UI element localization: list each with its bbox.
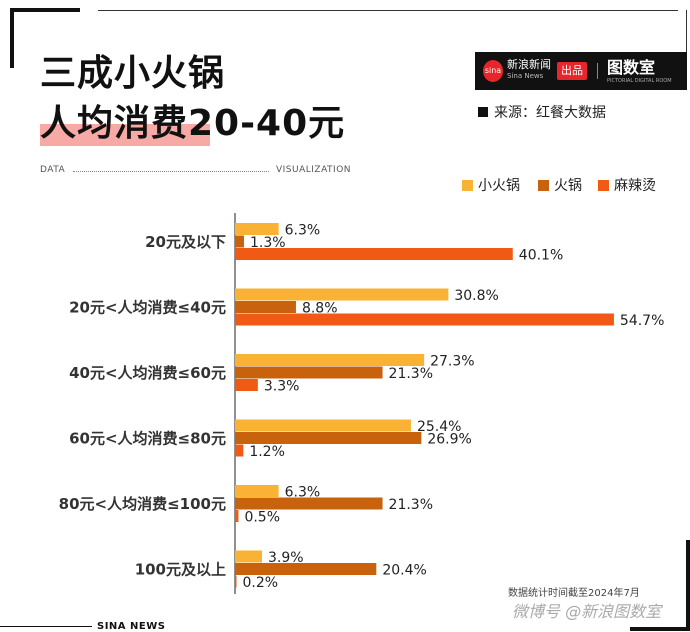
frame-right-vertical xyxy=(686,10,687,52)
bar xyxy=(235,444,244,457)
data-label: 6.3% xyxy=(285,485,321,501)
bar xyxy=(235,497,383,510)
sina-news-sub: Sina News xyxy=(507,72,544,80)
bar xyxy=(235,223,279,235)
data-label: 25.4% xyxy=(417,419,461,435)
category-label: 80元<人均消费≤100元 xyxy=(59,495,226,513)
footer-brand: SINA NEWS xyxy=(97,621,166,632)
bar xyxy=(235,575,237,588)
data-label: 6.3% xyxy=(285,223,321,239)
data-label: 1.2% xyxy=(249,444,285,460)
dotted-divider xyxy=(73,171,269,172)
frame-top-left-horizontal xyxy=(10,8,80,12)
frame-top-right-horizontal xyxy=(98,10,678,11)
bar xyxy=(235,313,614,326)
data-label: 30.8% xyxy=(454,288,498,304)
bar xyxy=(235,550,263,563)
bar xyxy=(235,366,383,379)
data-label: 27.3% xyxy=(430,354,474,370)
chupin-badge: 出品 xyxy=(557,62,587,80)
title-highlight xyxy=(40,124,210,146)
page-title-line2: 人均消费20-40元 xyxy=(40,103,346,144)
page-title-line1: 三成小火锅 xyxy=(40,53,226,94)
data-label: 8.8% xyxy=(302,301,338,317)
sina-logo-icon: sina xyxy=(483,60,503,82)
frame-top-left-vertical xyxy=(10,8,14,68)
data-source-text: 来源：红餐大数据 xyxy=(494,105,606,121)
bar xyxy=(235,432,422,444)
legend-label: 小火锅 xyxy=(478,178,520,194)
data-label: 54.7% xyxy=(620,313,664,329)
category-label: 20元及以下 xyxy=(145,233,226,251)
data-label: DATA xyxy=(40,165,66,175)
data-label: 40.1% xyxy=(519,248,563,264)
category-label: 100元及以上 xyxy=(135,560,226,578)
category-label: 20元<人均消费≤40元 xyxy=(69,298,226,316)
legend-swatch xyxy=(598,180,609,191)
legend-label: 火锅 xyxy=(554,178,582,194)
data-label: 26.9% xyxy=(427,432,471,448)
brand-logo: sina 新浪新闻 Sina News 出品 图数室 PICTORIAL DIG… xyxy=(475,52,687,90)
bar xyxy=(235,485,279,497)
bar xyxy=(235,563,377,575)
data-label: 1.3% xyxy=(250,235,286,251)
footer-rule xyxy=(0,626,92,627)
frame-bottom-right-horizontal xyxy=(630,627,690,631)
category-label: 40元<人均消费≤60元 xyxy=(69,364,226,382)
data-label: 20.4% xyxy=(382,563,426,579)
bar xyxy=(235,235,245,248)
logo-separator xyxy=(597,63,598,79)
bar xyxy=(235,288,449,301)
bar xyxy=(235,248,513,260)
footnote: 数据统计时间截至2024年7月 xyxy=(508,588,640,599)
legend-label: 麻辣烫 xyxy=(614,178,656,194)
data-label: 0.5% xyxy=(244,510,280,526)
bar xyxy=(235,301,296,313)
frame-bottom-right-vertical xyxy=(686,540,690,631)
category-label: 60元<人均消费≤80元 xyxy=(69,429,226,447)
legend-swatch xyxy=(462,180,473,191)
bar-chart: 小火锅 火锅 麻辣烫20元及以下6.3%1.3%40.1%20元<人均消费≤40元3… xyxy=(59,178,664,594)
data-label: 0.2% xyxy=(243,575,279,591)
data-label: 3.9% xyxy=(268,550,304,566)
bar xyxy=(235,419,411,432)
sina-news-name: 新浪新闻 xyxy=(507,58,551,71)
legend-swatch xyxy=(538,180,549,191)
tushu-sub: PICTORIAL DIGITAL ROOM xyxy=(607,78,672,84)
bar xyxy=(235,354,425,366)
visualization-label: VISUALIZATION xyxy=(276,165,352,175)
data-label: 21.3% xyxy=(389,497,433,513)
data-source: 来源：红餐大数据 xyxy=(478,102,606,122)
data-label: 21.3% xyxy=(389,366,433,382)
bar xyxy=(235,379,258,391)
weibo-watermark: 微博号 @新浪图数室 xyxy=(512,602,662,621)
data-label: 3.3% xyxy=(264,379,300,395)
source-square-icon xyxy=(478,107,488,117)
bar xyxy=(235,510,239,522)
tushu-logo: 图数室 xyxy=(607,58,656,77)
